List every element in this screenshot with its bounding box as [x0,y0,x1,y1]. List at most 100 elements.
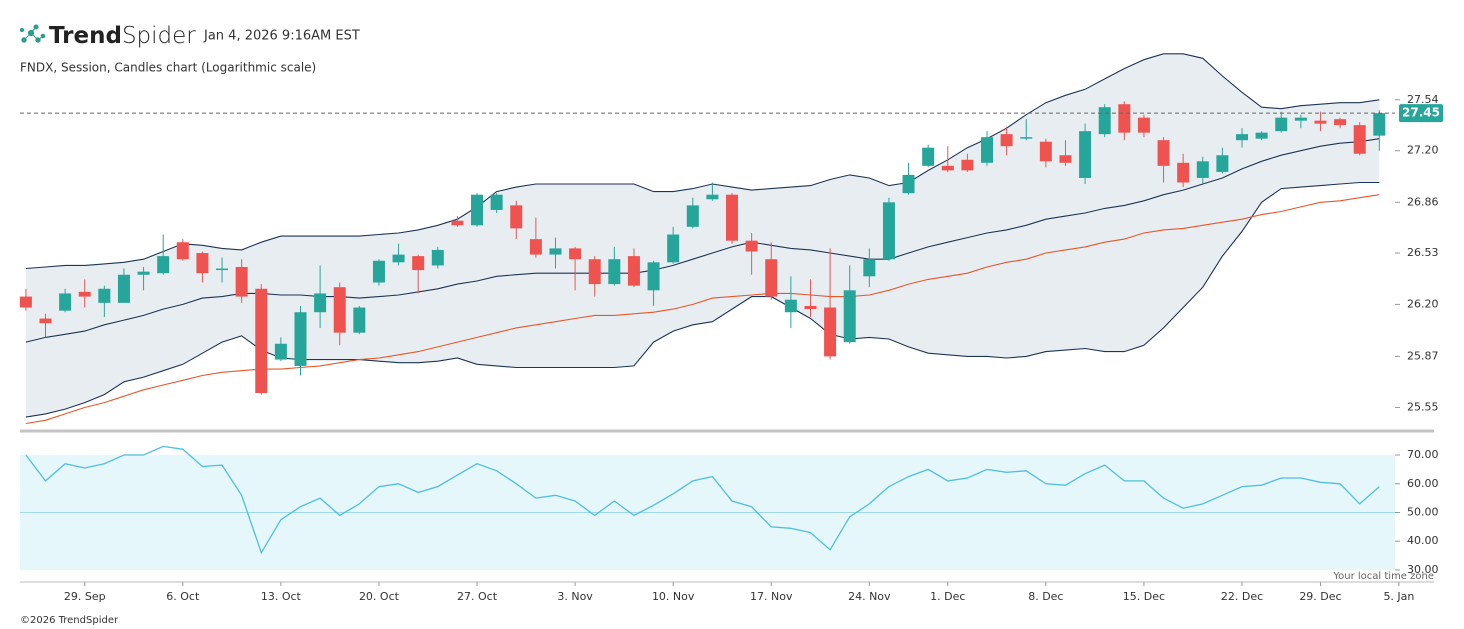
candle-body [314,293,327,313]
candle-body [843,290,856,343]
x-tick-label: 6. Oct [166,590,200,603]
candle-body [372,260,385,283]
candle-body [235,266,248,297]
last-price-box [1399,104,1443,123]
candle-body [588,259,601,285]
last-price-label: 27.45 [1402,106,1440,120]
candle-body [1059,155,1072,163]
y-tick-label: 60.00 [1407,477,1439,490]
x-tick-label: 29. Dec [1299,590,1341,603]
candle-body [333,287,346,333]
candle-body [686,205,699,227]
candle-body [274,343,287,360]
candle-body [961,159,974,171]
candle-body [59,293,72,311]
y-tick-label: 27.20 [1407,144,1439,157]
y-tick-label: 26.53 [1407,246,1439,259]
candle-body [176,242,189,260]
y-tick-label: 25.55 [1407,400,1439,413]
y-tick-label: 50.00 [1407,505,1439,518]
candle-body [1275,117,1288,132]
candle-body [1137,117,1150,133]
candle-body [1216,155,1229,172]
y-tick-label: 70.00 [1407,448,1439,461]
candle-body [137,271,150,275]
candle-body [549,248,562,255]
candle-body [39,318,52,324]
candle-body [706,194,719,200]
candle-body [216,268,229,271]
logo-text: TrendSpider [49,23,196,49]
candle-body [745,240,758,252]
candle-body [1039,141,1052,162]
x-tick-label: 3. Nov [557,590,593,603]
candle-body [1334,119,1347,126]
candle-body [78,291,91,297]
candle-body [98,288,111,303]
candle-body [627,256,640,286]
rsi-line [25,445,1380,555]
y-tick-label: 26.86 [1407,195,1439,208]
x-tick-label: 27. Oct [457,590,498,603]
candle-body [1196,161,1209,178]
candle-body [981,137,994,163]
indicator-line [25,181,1380,418]
x-tick-label: 1. Dec [930,590,965,603]
candle-body [784,299,797,313]
candle-body [1353,125,1366,154]
x-tick-label: 5. Jan [1383,590,1414,603]
candle-body [1118,104,1131,133]
candle-body [412,256,425,271]
candle-body [529,239,542,255]
candle-body [1294,117,1307,121]
x-tick-label: 17. Nov [750,590,793,603]
candle-body [1020,137,1033,139]
x-tick-label: 8. Dec [1028,590,1063,603]
candle-body [804,305,817,310]
candle-body [471,194,484,226]
candle-body [608,259,621,285]
logo-icon [19,24,46,43]
x-tick-label: 24. Nov [848,590,891,603]
candle-body [902,174,915,194]
candle-body [255,288,268,394]
candle-body [863,259,876,277]
copyright: ©2026 TrendSpider [20,615,119,626]
candle-body [824,307,837,357]
x-tick-label: 22. Dec [1221,590,1263,603]
y-tick-label: 27.54 [1407,93,1439,106]
candle-body [196,253,209,274]
candle-body [117,274,130,303]
timestamp: Jan 4, 2026 9:16AM EST [203,29,360,44]
candle-body [726,194,739,241]
candle-body [1177,162,1190,183]
candle-body [765,259,778,297]
x-tick-label: 13. Oct [261,590,302,603]
indicator-line [25,194,1380,425]
y-tick-label: 30.00 [1407,563,1439,576]
chart-subtitle: FNDX, Session, Candles chart (Logarithmi… [20,61,316,75]
candle-body [1236,134,1249,141]
candle-body [157,256,170,274]
timezone-note: Your local time zone [1332,571,1434,582]
candle-body [941,165,954,171]
candle-body [667,234,680,263]
x-tick-label: 10. Nov [652,590,695,603]
logo-light: Spider [122,23,196,49]
candle-body [353,307,366,333]
candle-body [922,147,935,166]
logo-bold: Trend [49,23,122,49]
x-tick-label: 15. Dec [1123,590,1165,603]
candle-body [1079,131,1092,178]
candle-body [569,248,582,260]
candle-body [392,254,405,263]
candle-body [1255,132,1268,139]
candle-body [490,194,503,210]
candle-body [294,312,307,366]
band-fill [25,53,1380,418]
x-tick-label: 29. Sep [64,590,106,603]
y-tick-label: 25.87 [1407,349,1439,362]
x-tick-label: 20. Oct [359,590,400,603]
candle-body [882,202,895,260]
